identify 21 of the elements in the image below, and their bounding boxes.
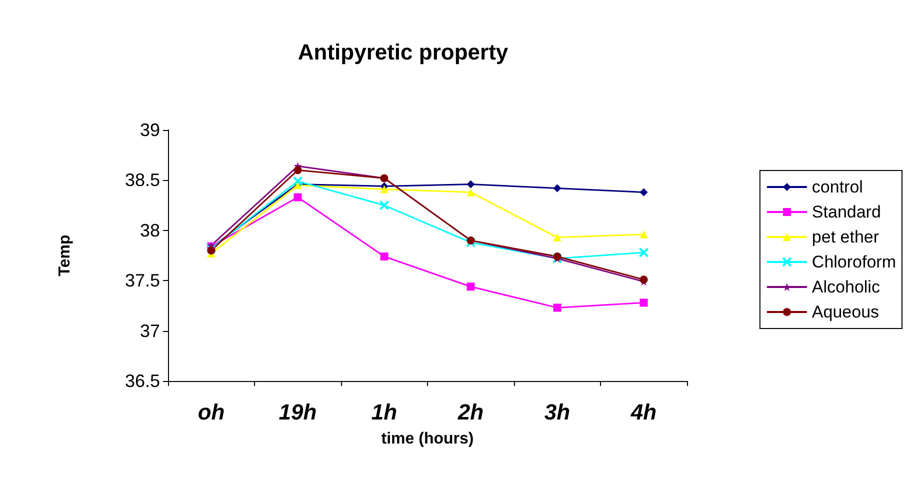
legend-label: control bbox=[812, 178, 863, 196]
legend-label: Standard bbox=[812, 202, 881, 222]
x-tick-label: 19h bbox=[278, 400, 317, 424]
legend-label: Chloroform bbox=[812, 252, 896, 272]
y-tick-label: 36.5 bbox=[124, 371, 160, 391]
y-axis-title: Temp bbox=[56, 234, 74, 276]
y-tick-label: 39 bbox=[140, 120, 160, 140]
x-tick-label: oh bbox=[198, 400, 225, 424]
y-tick-label: 37 bbox=[140, 320, 160, 341]
x-axis-title: time (hours) bbox=[381, 430, 474, 448]
x-tick-label: 3h bbox=[544, 400, 570, 424]
legend-label: Alcoholic bbox=[812, 278, 880, 296]
x-tick-label: 4h bbox=[630, 400, 657, 424]
legend-label: Aqueous bbox=[812, 302, 880, 322]
y-tick-label: 38.5 bbox=[124, 170, 160, 190]
chart-title: Antipyretic property bbox=[298, 40, 509, 64]
y-tick-label: 38 bbox=[140, 220, 160, 240]
x-tick-label: 1h bbox=[371, 400, 398, 424]
legend-label: pet ether bbox=[812, 228, 880, 246]
y-tick-label: 37.5 bbox=[124, 270, 160, 291]
x-tick-label: 2h bbox=[456, 400, 484, 424]
